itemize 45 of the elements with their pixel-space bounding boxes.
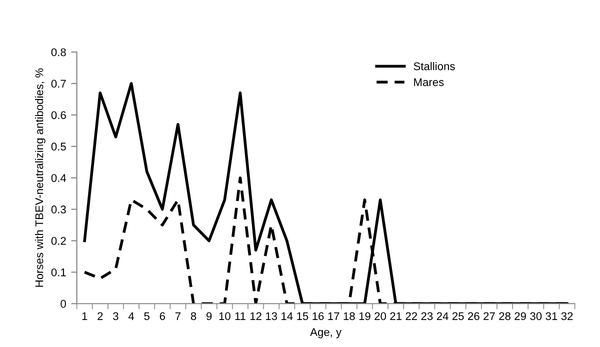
x-tick-label: 23 <box>421 312 433 320</box>
x-tick-label: 3 <box>113 312 118 320</box>
x-tick-label: 15 <box>297 312 308 320</box>
x-tick-label: 19 <box>359 312 370 320</box>
x-tick-label: 2 <box>98 312 103 320</box>
legend-label: Mares <box>414 78 444 86</box>
x-tick-label: 29 <box>514 312 526 320</box>
x-tick-label: 5 <box>144 312 150 320</box>
x-tick-label: 24 <box>436 312 448 320</box>
x-tick-label: 20 <box>374 312 386 320</box>
x-tick-label: 21 <box>390 312 402 320</box>
legend-label: Stallions <box>414 62 455 70</box>
x-axis-title: Age, y <box>310 328 342 338</box>
x-tick-label: 26 <box>468 312 480 320</box>
x-tick-label: 28 <box>499 312 510 320</box>
x-tick-label: 14 <box>282 312 293 320</box>
x-tick-label: 1 <box>82 312 88 320</box>
x-tick-label: 6 <box>160 312 165 320</box>
x-tick-label: 32 <box>561 312 573 320</box>
x-tick-label: 8 <box>190 312 196 320</box>
x-tick-label: 4 <box>128 312 134 320</box>
x-tick-label: 9 <box>206 312 212 320</box>
x-tick-label: 17 <box>328 312 340 320</box>
y-tick-label: 0.5 <box>51 142 66 151</box>
y-tick-label: 0.8 <box>51 48 66 56</box>
x-tick-label: 10 <box>219 312 230 320</box>
x-tick-label: 13 <box>266 312 278 320</box>
x-tick-label: 31 <box>546 312 558 320</box>
y-tick-label: 0.3 <box>51 206 66 214</box>
y-tick-label: 0.4 <box>51 174 66 182</box>
y-tick-label: 0 <box>60 300 66 308</box>
x-tick-label: 7 <box>175 312 180 320</box>
x-tick-label: 22 <box>406 312 418 320</box>
y-axis-title: Horses with TBEV-neutralizing antibodies, % <box>35 68 46 287</box>
y-tick-label: 0.1 <box>51 268 66 276</box>
x-tick-label: 11 <box>235 312 246 320</box>
y-tick-label: 0.2 <box>51 237 66 245</box>
y-tick-label: 0.7 <box>51 80 66 88</box>
x-tick-label: 25 <box>452 312 464 320</box>
y-tick-label: 0.6 <box>51 111 66 120</box>
x-tick-label: 16 <box>312 312 324 320</box>
x-tick-label: 27 <box>484 312 495 320</box>
x-tick-label: 30 <box>530 312 542 320</box>
x-tick-label: 18 <box>344 312 355 320</box>
x-tick-label: 12 <box>250 312 262 320</box>
